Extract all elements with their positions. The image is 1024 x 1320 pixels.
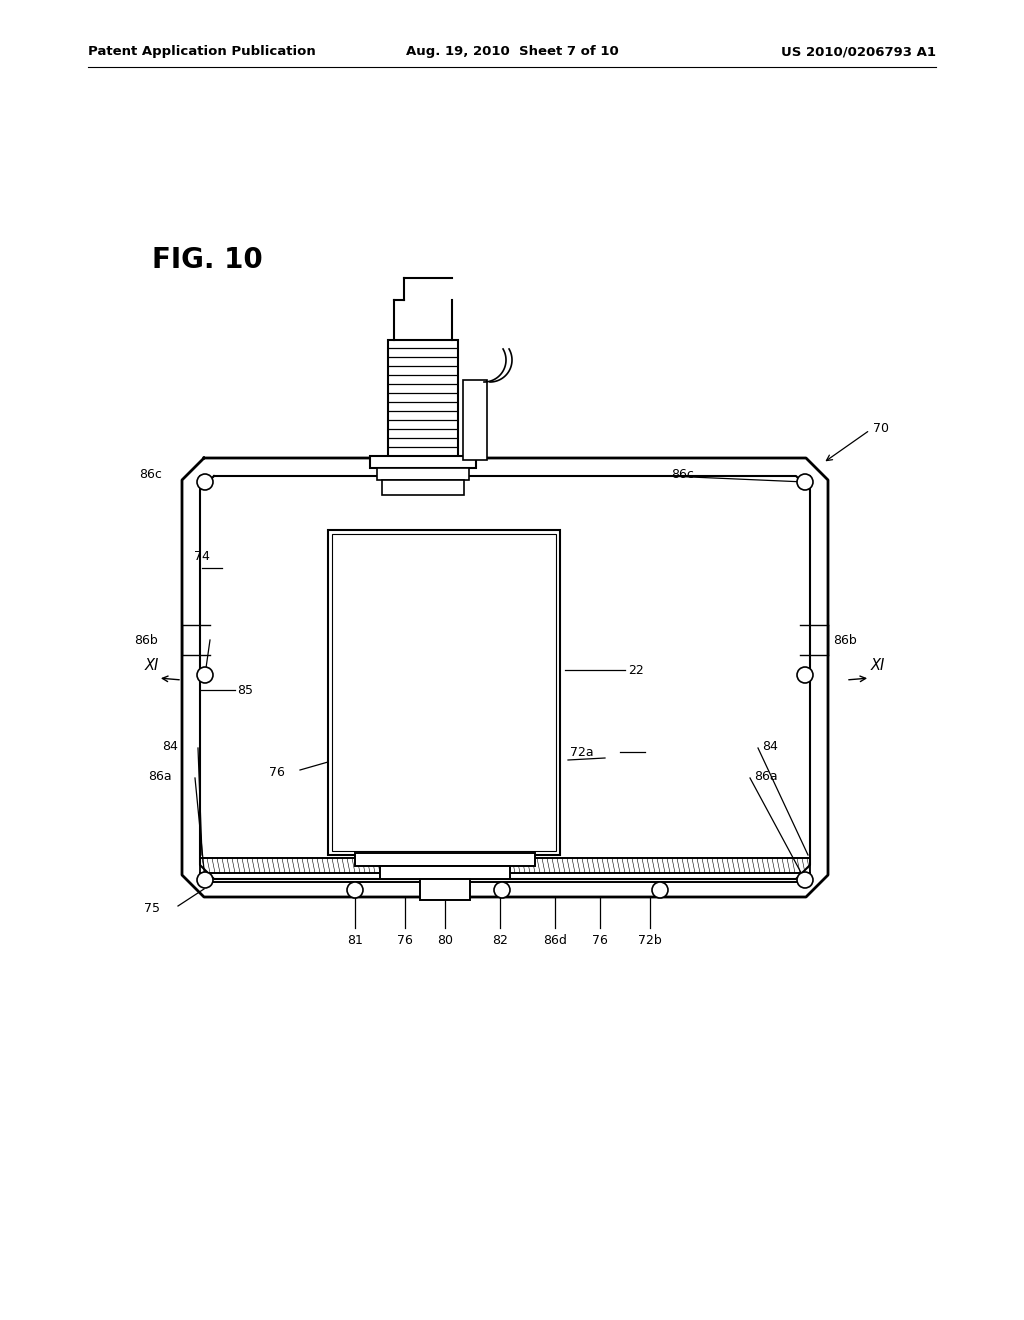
Text: 82: 82	[493, 933, 508, 946]
Text: 81: 81	[347, 933, 362, 946]
Text: 86c: 86c	[671, 467, 694, 480]
Text: 72b: 72b	[638, 933, 662, 946]
Text: XI: XI	[870, 657, 885, 672]
Text: FIG. 10: FIG. 10	[152, 246, 263, 275]
Bar	[382, 480, 464, 495]
Text: 84: 84	[762, 739, 778, 752]
Bar	[204, 458, 806, 477]
Text: 70: 70	[873, 421, 889, 434]
Text: 76: 76	[397, 933, 413, 946]
Bar	[182, 480, 200, 875]
Circle shape	[347, 882, 362, 898]
Bar	[355, 853, 535, 866]
Circle shape	[797, 873, 813, 888]
Circle shape	[197, 474, 213, 490]
Text: 84: 84	[162, 739, 178, 752]
Circle shape	[197, 667, 213, 682]
Text: 75: 75	[144, 902, 160, 915]
Bar	[420, 879, 470, 900]
Text: US 2010/0206793 A1: US 2010/0206793 A1	[781, 45, 936, 58]
Text: Aug. 19, 2010  Sheet 7 of 10: Aug. 19, 2010 Sheet 7 of 10	[406, 45, 618, 58]
Text: 76: 76	[508, 755, 524, 768]
Circle shape	[797, 474, 813, 490]
Bar	[810, 480, 828, 875]
Bar	[380, 866, 510, 879]
Text: 22: 22	[628, 664, 644, 676]
Bar	[204, 879, 806, 898]
Circle shape	[494, 882, 510, 898]
Circle shape	[652, 882, 668, 898]
Bar	[332, 535, 556, 851]
Text: 86c: 86c	[139, 467, 162, 480]
Text: 76: 76	[269, 766, 285, 779]
Text: 74: 74	[195, 549, 210, 562]
Circle shape	[797, 667, 813, 682]
Text: 86b: 86b	[833, 634, 857, 647]
Text: Patent Application Publication: Patent Application Publication	[88, 45, 315, 58]
Text: 76: 76	[592, 933, 608, 946]
Text: 86d: 86d	[543, 933, 567, 946]
Text: 85: 85	[237, 684, 253, 697]
Bar	[388, 341, 458, 459]
Text: 80: 80	[437, 933, 453, 946]
Text: 72a: 72a	[570, 747, 594, 759]
Text: 86b: 86b	[134, 634, 158, 647]
Bar	[463, 380, 487, 459]
Bar	[328, 531, 560, 855]
Bar	[377, 469, 469, 480]
Text: XI: XI	[144, 657, 159, 672]
Text: 86a: 86a	[754, 770, 777, 783]
Circle shape	[197, 873, 213, 888]
Bar	[370, 455, 476, 469]
Text: 86a: 86a	[148, 770, 172, 783]
